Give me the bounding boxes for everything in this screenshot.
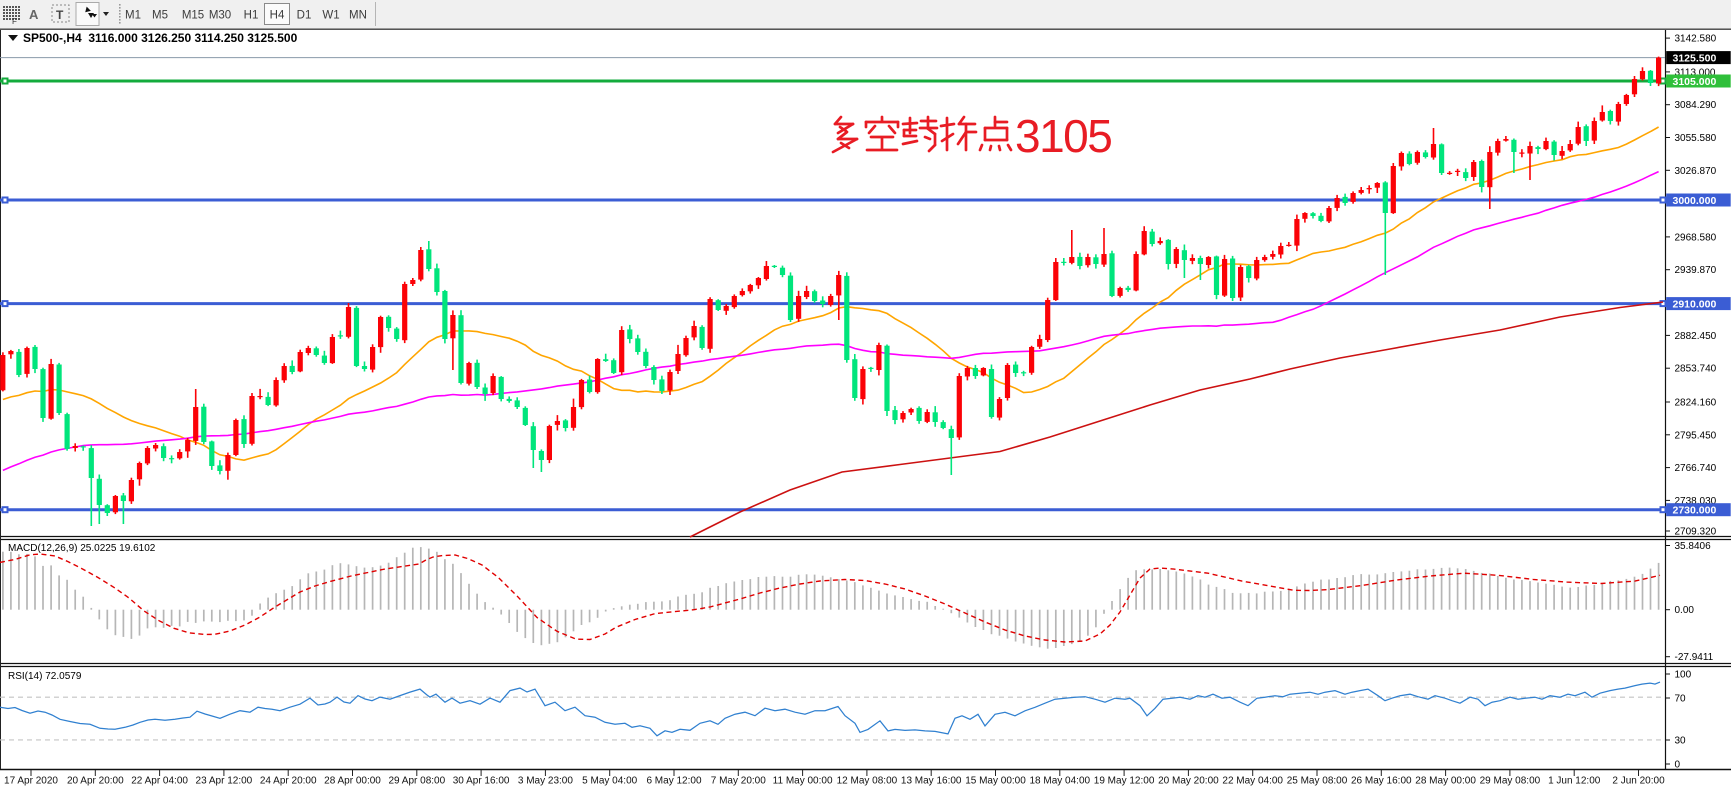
svg-text:29 May 08:00: 29 May 08:00 (1480, 776, 1541, 787)
svg-text:3 May 23:00: 3 May 23:00 (518, 776, 573, 787)
svg-text:2853.740: 2853.740 (1675, 364, 1717, 375)
svg-text:D1: D1 (297, 10, 312, 22)
svg-text:70: 70 (1675, 694, 1687, 705)
svg-text:3000.000: 3000.000 (1673, 195, 1717, 207)
svg-text:H1: H1 (244, 10, 259, 22)
svg-text:35.8406: 35.8406 (1675, 541, 1712, 552)
svg-text:F: F (12, 17, 17, 26)
svg-text:25 May 08:00: 25 May 08:00 (1287, 776, 1348, 787)
svg-text:26 May 16:00: 26 May 16:00 (1351, 776, 1412, 787)
svg-text:M30: M30 (209, 10, 231, 22)
svg-text:17 Apr 2020: 17 Apr 2020 (4, 776, 58, 787)
svg-text:SP500-,H4 3116.000 3126.250 3: SP500-,H4 3116.000 3126.250 3114.250 312… (23, 31, 298, 45)
svg-text:2730.000: 2730.000 (1673, 505, 1717, 517)
svg-text:M1: M1 (125, 10, 141, 22)
svg-text:30 Apr 16:00: 30 Apr 16:00 (453, 776, 510, 787)
svg-text:M5: M5 (152, 10, 168, 22)
svg-text:19 May 12:00: 19 May 12:00 (1094, 776, 1155, 787)
svg-text:11 May 00:00: 11 May 00:00 (773, 776, 833, 787)
svg-text:6 May 12:00: 6 May 12:00 (646, 776, 701, 787)
svg-text:3105: 3105 (1015, 110, 1111, 162)
svg-text:RSI(14) 72.0579: RSI(14) 72.0579 (8, 671, 82, 682)
svg-text:3084.290: 3084.290 (1675, 100, 1717, 111)
svg-text:5 May 04:00: 5 May 04:00 (582, 776, 637, 787)
svg-text:2882.450: 2882.450 (1675, 331, 1717, 342)
svg-text:28 May 00:00: 28 May 00:00 (1415, 776, 1476, 787)
svg-text:30: 30 (1675, 736, 1687, 747)
svg-text:-27.9411: -27.9411 (1675, 652, 1714, 663)
svg-text:M15: M15 (182, 10, 204, 22)
svg-text:W1: W1 (322, 10, 339, 22)
svg-text:3105.000: 3105.000 (1673, 76, 1717, 88)
svg-text:3125.500: 3125.500 (1673, 53, 1717, 65)
svg-text:2 Jun 20:00: 2 Jun 20:00 (1612, 776, 1665, 787)
svg-text:22 May 04:00: 22 May 04:00 (1222, 776, 1283, 787)
svg-text:3055.580: 3055.580 (1675, 133, 1717, 144)
svg-text:0.00: 0.00 (1675, 605, 1695, 616)
svg-text:3026.870: 3026.870 (1675, 166, 1717, 177)
svg-text:3113.000: 3113.000 (1675, 67, 1716, 78)
svg-text:20 May 20:00: 20 May 20:00 (1158, 776, 1219, 787)
svg-text:2824.160: 2824.160 (1675, 398, 1717, 409)
svg-text:A: A (29, 7, 39, 22)
svg-text:20 Apr 20:00: 20 Apr 20:00 (67, 776, 124, 787)
svg-text:T: T (56, 8, 64, 22)
svg-text:2910.000: 2910.000 (1673, 299, 1717, 311)
svg-text:2968.580: 2968.580 (1675, 232, 1717, 243)
svg-text:7 May 20:00: 7 May 20:00 (711, 776, 766, 787)
svg-text:1 Jun 12:00: 1 Jun 12:00 (1548, 776, 1601, 787)
svg-text:MN: MN (349, 10, 367, 22)
svg-text:0: 0 (1675, 760, 1681, 771)
svg-text:2738.030: 2738.030 (1675, 496, 1717, 507)
svg-text:13 May 16:00: 13 May 16:00 (901, 776, 962, 787)
svg-text:15 May 00:00: 15 May 00:00 (965, 776, 1026, 787)
svg-text:2709.320: 2709.320 (1675, 527, 1717, 538)
svg-text:3142.580: 3142.580 (1675, 34, 1717, 45)
svg-text:H4: H4 (270, 10, 285, 22)
svg-text:24 Apr 20:00: 24 Apr 20:00 (260, 776, 317, 787)
svg-text:2795.450: 2795.450 (1675, 430, 1717, 441)
svg-text:23 Apr 12:00: 23 Apr 12:00 (196, 776, 253, 787)
svg-text:29 Apr 08:00: 29 Apr 08:00 (388, 776, 445, 787)
svg-text:2939.870: 2939.870 (1675, 265, 1717, 276)
svg-text:MACD(12,26,9) 25.0225 19.6102: MACD(12,26,9) 25.0225 19.6102 (8, 543, 156, 554)
svg-text:22 Apr 04:00: 22 Apr 04:00 (131, 776, 188, 787)
svg-text:28 Apr 00:00: 28 Apr 00:00 (324, 776, 381, 787)
svg-text:2766.740: 2766.740 (1675, 463, 1717, 474)
svg-text:100: 100 (1675, 670, 1692, 681)
svg-text:18 May 04:00: 18 May 04:00 (1029, 776, 1090, 787)
svg-text:12 May 08:00: 12 May 08:00 (837, 776, 898, 787)
